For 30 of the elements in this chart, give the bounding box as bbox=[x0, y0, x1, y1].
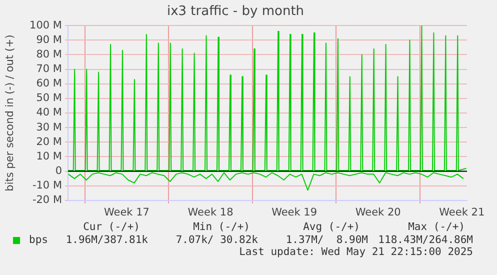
text: 1.96M/387.81k bbox=[66, 234, 148, 246]
y-tick-label: 30 M bbox=[36, 121, 62, 134]
text: Last update: Wed May 21 22:15:00 2025 bbox=[239, 246, 473, 258]
y-tick-label: 100 M bbox=[30, 19, 62, 32]
x-tick-label: Week 21 bbox=[439, 206, 485, 218]
text: Min (-/+) bbox=[193, 221, 250, 233]
legend-label: bps bbox=[29, 234, 48, 246]
y-tick-label: -20 M bbox=[32, 194, 62, 206]
y-tick-label: 70 M bbox=[36, 63, 62, 76]
y-tick-label: 90 M bbox=[36, 34, 62, 46]
y-tick-label: -10 M bbox=[32, 180, 62, 192]
y-tick-label: 20 M bbox=[36, 136, 62, 148]
x-tick-label: Week 19 bbox=[272, 206, 318, 218]
text: 1.37M/ 8.90M bbox=[286, 234, 368, 246]
y-tick-label: 60 M bbox=[36, 78, 62, 90]
text: 118.43M/264.86M bbox=[378, 234, 473, 246]
y-tick-label: 10 M bbox=[36, 150, 62, 162]
y-tick-label: 50 M bbox=[36, 92, 62, 104]
y-tick-label: 80 M bbox=[36, 48, 62, 60]
x-tick-label: Week 17 bbox=[104, 206, 150, 218]
text: Max (-/+) bbox=[408, 221, 465, 233]
chart-title: ix3 traffic - by month bbox=[166, 4, 304, 20]
text: Cur (-/+) bbox=[83, 221, 140, 233]
text: Avg (-/+) bbox=[303, 221, 360, 233]
text: 7.07k/ 30.82k bbox=[176, 234, 258, 246]
y-tick-label: 0 bbox=[55, 165, 62, 177]
y-tick-label: 40 M bbox=[36, 106, 62, 119]
y-axis-title: bits per second in (-) / out (+) bbox=[4, 34, 16, 192]
x-tick-label: Week 20 bbox=[355, 206, 401, 218]
x-tick-label: Week 18 bbox=[188, 206, 234, 218]
